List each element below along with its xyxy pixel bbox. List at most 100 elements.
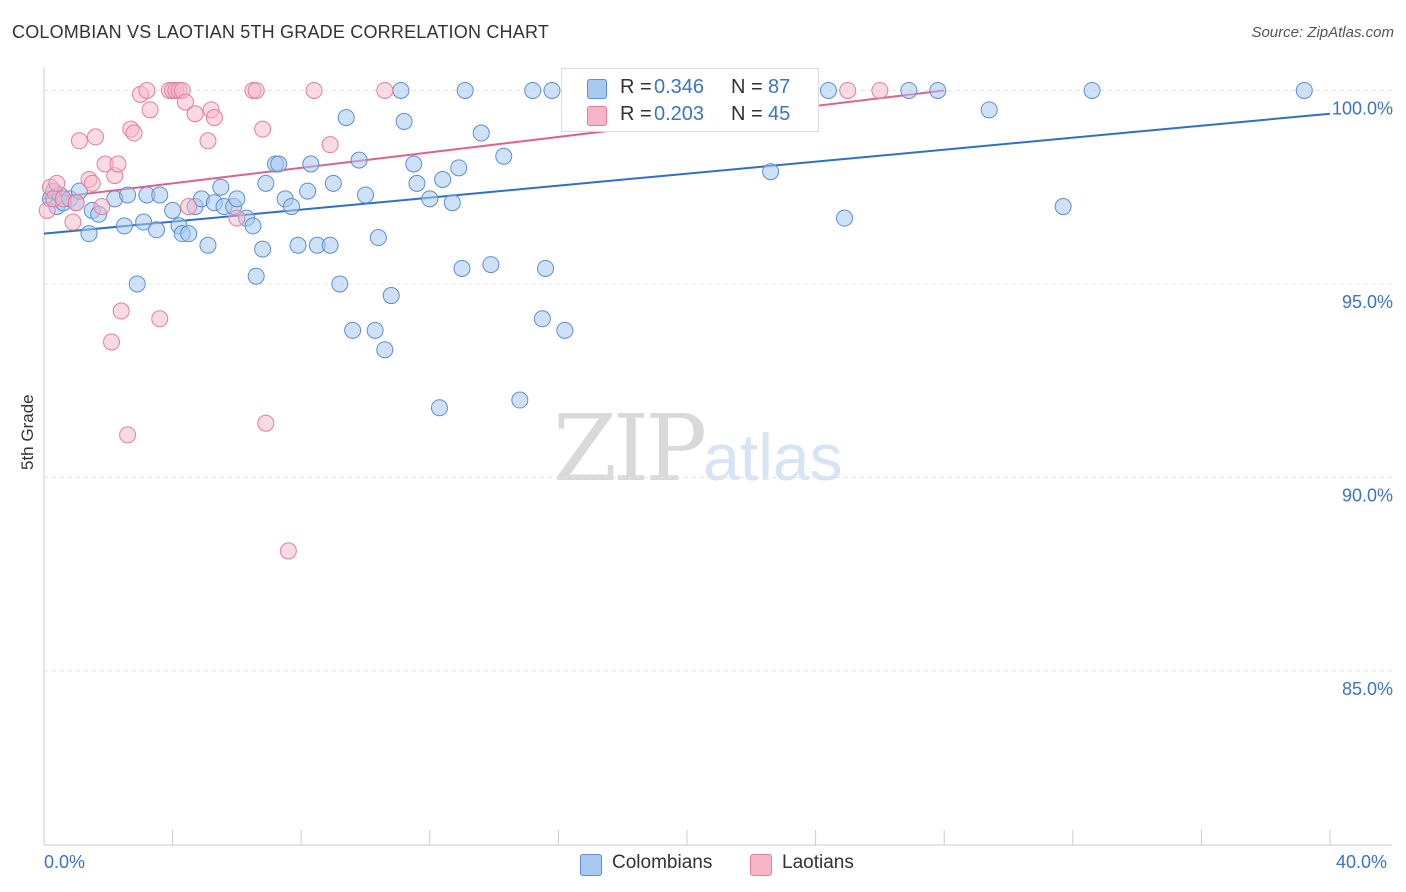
colombians-point [324,174,342,192]
laotians-point [70,132,88,150]
colombians-point [408,174,426,192]
colombians-point [244,217,262,235]
laotians-point [176,93,194,111]
colombians-point [450,159,468,177]
laotians-point [48,174,66,192]
colombians-point [900,81,918,99]
laotians-point [64,213,82,231]
colombians-point [1295,81,1313,99]
chart-title: COLOMBIAN VS LAOTIAN 5TH GRADE CORRELATI… [12,22,550,42]
colombians-point [366,321,384,339]
laotians-point [839,81,857,99]
colombians-point [289,236,307,254]
laotians-point [279,542,297,560]
colombians-point [270,155,288,173]
laotians-points [38,81,889,560]
colombians-point [1083,81,1101,99]
colombians-point [382,287,400,305]
x-tick-label-min: 0.0% [44,852,86,872]
colombians-point [369,229,387,247]
colombians-point [357,186,374,204]
colombians-point [556,321,574,339]
legend-label-colombians: Colombians [612,852,713,873]
colombians-point [228,190,246,208]
laotians-point [86,128,104,146]
laotians-point [112,302,130,320]
laotians-point [228,209,246,227]
colombians-point [533,310,551,328]
grid-lines [44,89,1392,672]
colombians-point [344,321,362,339]
colombians-point [421,190,439,208]
colombians-point [430,399,448,417]
colombians-point [456,81,474,99]
colombians-point [337,109,355,127]
colombians-point [254,240,272,258]
colombians-point [929,81,947,99]
y-tick-label: 85.0% [1342,679,1393,699]
laotians-point [109,155,127,173]
axes [43,68,1392,846]
colombians-point [128,275,146,293]
legend-row-laotians: R = 0.203 N = 45 [562,101,818,129]
colombians-point [511,391,529,409]
laotians-point [247,81,265,99]
laotians-point [138,81,156,99]
watermark-zip: ZIP [553,395,707,502]
colombians-point [257,174,275,192]
colombians-point [151,186,169,204]
legend-r-value: 0.203 [654,103,705,125]
y-tick-label: 90.0% [1342,485,1393,505]
colombians-point [350,151,368,169]
colombians-point [119,186,137,204]
colombians-point [148,221,166,239]
legend-n-label: N = [731,103,763,125]
colombians-point [395,112,413,130]
colombians-point [524,81,542,99]
colombians-point [543,81,561,99]
y-tick-label: 95.0% [1342,292,1393,312]
colombians-point [331,275,349,293]
colombians-point [392,81,410,99]
legend-row-colombians: R = 0.346 N = 87 [562,74,818,102]
laotians-point [257,414,275,432]
laotians-point [67,194,85,212]
laotians-point [205,109,223,127]
colombians-point [434,170,452,188]
colombians-point [980,101,998,119]
source-credit: Source: ZipAtlas.com [1251,24,1394,41]
legend-swatch-pink [587,106,607,126]
colombians-point [283,198,301,216]
y-tick-labels: 85.0% 90.0% 95.0% 100.0% [1332,98,1393,698]
colombians-point [302,155,320,173]
legend-r-value: 0.346 [654,76,705,98]
laotians-point [83,174,101,192]
colombians-point [495,147,513,165]
colombians-trend-line [43,112,1331,235]
colombians-point [453,259,471,277]
colombians-points [41,81,1313,417]
laotians-point [151,310,169,328]
colombians-point [299,182,317,200]
colombians-point [472,124,490,142]
x-tick-label-max: 40.0% [1336,852,1388,872]
legend-r-label: R = [620,103,652,125]
colombians-point [164,201,182,219]
watermark: ZIPatlas [553,395,843,502]
colombians-point [376,341,394,359]
colombians-point [405,155,423,173]
laotians-point [119,426,137,444]
colombians-point [443,194,461,212]
colombians-point [762,163,780,181]
watermark-atlas: atlas [703,420,843,494]
colombians-point [537,259,555,277]
legend-r-label: R = [620,76,652,98]
laotians-point [103,333,121,351]
laotians-point [186,105,204,123]
laotians-point [376,81,394,99]
legend-n-value: 87 [768,76,791,98]
colombians-point [482,256,500,274]
stats-legend: R = 0.346 N = 87 R = 0.203 N = 45 [561,68,819,132]
colombians-point [247,267,265,285]
